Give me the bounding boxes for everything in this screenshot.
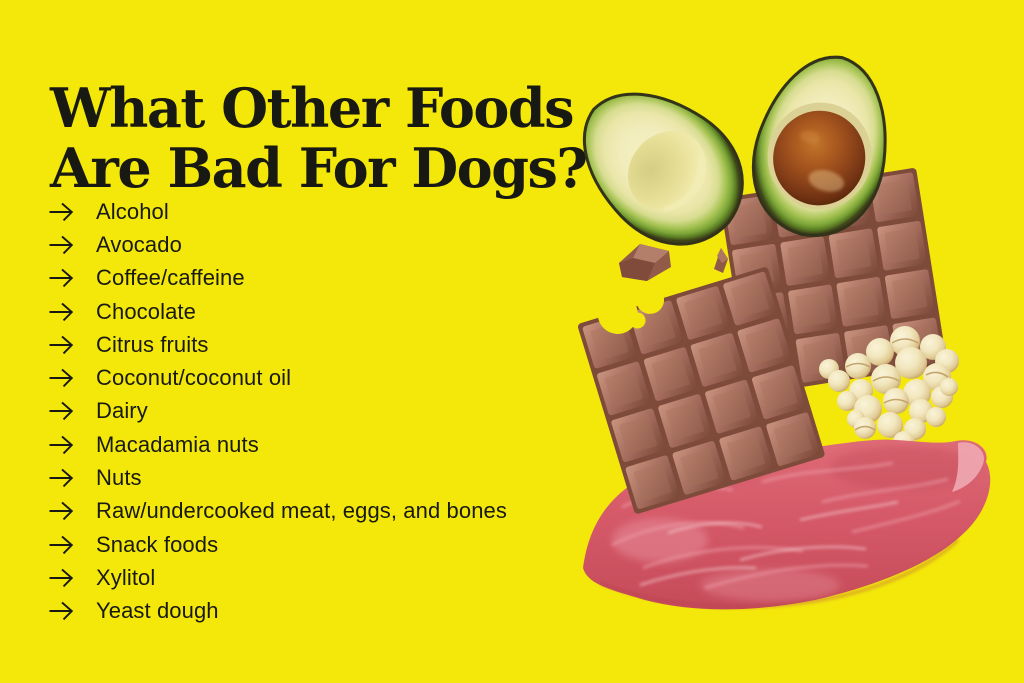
page-title: What Other Foods Are Bad For Dogs? (50, 76, 588, 201)
arrow-right-icon (48, 200, 96, 224)
food-list-item: Yeast dough (48, 595, 507, 628)
bad-foods-list: Alcohol Avocado Coffee/caffeine Chocolat… (48, 195, 507, 628)
page-title-line-2: Are Bad For Dogs? (50, 136, 588, 201)
chocolate-chunk-image (619, 244, 671, 281)
page-title-line-1: What Other Foods (50, 76, 575, 141)
food-list-item: Snack foods (48, 528, 507, 561)
arrow-right-icon (48, 599, 96, 623)
arrow-right-icon (48, 466, 96, 490)
food-list-item-label: Alcohol (96, 198, 169, 224)
food-list-item-label: Raw/undercooked meat, eggs, and bones (96, 498, 507, 524)
food-list-item-label: Citrus fruits (96, 331, 209, 357)
food-list-item-label: Snack foods (96, 531, 219, 557)
food-list-item-label: Coconut/coconut oil (96, 365, 292, 391)
arrow-right-icon (48, 300, 96, 324)
avocado-half-pitted-image (550, 58, 772, 274)
arrow-right-icon (48, 566, 96, 590)
arrow-right-icon (48, 499, 96, 523)
food-collage-image (550, 41, 991, 610)
macadamia-nuts-image (819, 326, 959, 453)
food-list-item-label: Xylitol (96, 564, 156, 590)
arrow-right-icon (48, 233, 96, 257)
arrow-right-icon (48, 399, 96, 423)
food-list-item-label: Dairy (96, 398, 148, 424)
food-list-item-label: Yeast dough (96, 598, 219, 624)
food-list-item: Xylitol (48, 561, 507, 594)
food-list-item: Avocado (48, 228, 507, 261)
bite-mark (597, 285, 665, 334)
food-list-item: Raw/undercooked meat, eggs, and bones (48, 495, 507, 528)
food-list-item: Coffee/caffeine (48, 262, 507, 295)
food-list-item: Alcohol (48, 195, 507, 228)
food-list-item: Chocolate (48, 295, 507, 328)
food-list-item-label: Nuts (96, 465, 142, 491)
food-list-item: Nuts (48, 461, 507, 494)
avocado-half-with-pit-image (737, 41, 907, 251)
food-list-item: Macadamia nuts (48, 428, 507, 461)
food-list-item-label: Macadamia nuts (96, 431, 259, 457)
food-list-item-label: Avocado (96, 231, 182, 257)
food-list-item: Coconut/coconut oil (48, 361, 507, 394)
arrow-right-icon (48, 533, 96, 557)
arrow-right-icon (48, 366, 96, 390)
arrow-right-icon (48, 333, 96, 357)
food-list-item: Dairy (48, 395, 507, 428)
food-list-item: Citrus fruits (48, 328, 507, 361)
arrow-right-icon (48, 433, 96, 457)
chocolate-bar-bottom-image (578, 267, 825, 514)
arrow-right-icon (48, 266, 96, 290)
food-list-item-label: Coffee/caffeine (96, 265, 245, 291)
food-list-item-label: Chocolate (96, 298, 196, 324)
chocolate-chunk-image (714, 248, 728, 273)
